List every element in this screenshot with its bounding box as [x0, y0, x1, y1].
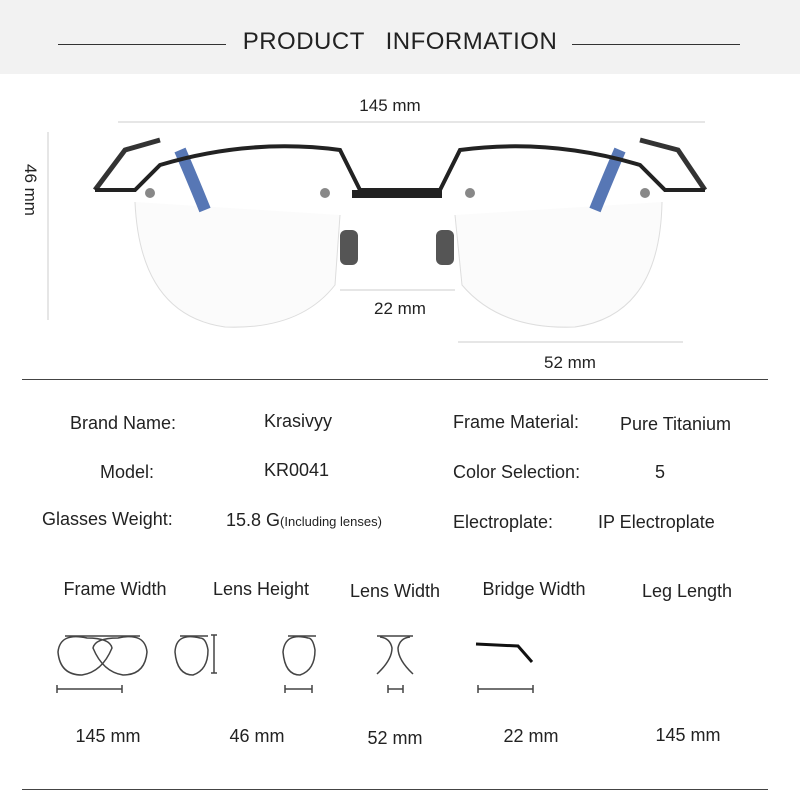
lens-width-icon [282, 635, 316, 693]
left-lens [134, 201, 341, 328]
spec-label: Color Selection: [453, 462, 581, 482]
spec-value: IP Electroplate [598, 512, 715, 532]
spec-label: Glasses Weight: [42, 509, 173, 529]
right-temple-tip [589, 147, 626, 213]
leg-length-icon [475, 642, 534, 693]
measure-label: Lens Width [349, 581, 441, 601]
measure-value: 52 mm [367, 728, 423, 748]
right-lens [454, 201, 663, 328]
spec-value: KR0041 [264, 460, 330, 480]
divider [22, 379, 768, 380]
dim-total-width: 145 mm [359, 96, 421, 115]
measure-value: 145 mm [655, 725, 721, 745]
spec-value: 5 [655, 462, 666, 482]
dim-lens-width: 52 mm [544, 353, 596, 372]
spec-label: Model: [100, 462, 155, 482]
spec-label: Frame Material: [453, 412, 580, 432]
header-band [0, 0, 800, 74]
bottom-divider [22, 789, 768, 790]
dim-bridge: 22 mm [374, 299, 426, 318]
bridge [352, 190, 442, 198]
page-title: PRODUCT INFORMATION [242, 28, 558, 55]
spec-value: 15.8 G [226, 510, 281, 530]
header-divider-left [58, 44, 226, 45]
spec-label: Brand Name: [70, 413, 177, 433]
right-temple [639, 137, 708, 192]
bridge-width-icon [376, 635, 414, 693]
measure-label: Bridge Width [482, 579, 586, 599]
measure-value: 46 mm [229, 726, 285, 746]
frame-width-icon [56, 635, 148, 693]
glasses-photo [47, 121, 708, 343]
header-divider-right [572, 44, 740, 45]
measure-label: Leg Length [641, 581, 733, 601]
left-nose-pad [340, 230, 358, 265]
spec-note: (Including lenses) [280, 514, 382, 529]
lens-height-icon [174, 634, 217, 676]
left-temple [93, 137, 161, 192]
dim-lens-height: 46 mm [21, 164, 40, 216]
spec-value: Krasivyy [264, 411, 333, 431]
left-temple-tip [174, 147, 211, 213]
measure-label: Lens Height [212, 579, 310, 599]
measure-value: 145 mm [75, 726, 141, 746]
right-nose-pad [436, 230, 454, 265]
measure-label: Frame Width [63, 579, 167, 599]
spec-label: Electroplate: [453, 512, 554, 532]
spec-value: Pure Titanium [620, 414, 732, 434]
measure-value: 22 mm [503, 726, 559, 746]
